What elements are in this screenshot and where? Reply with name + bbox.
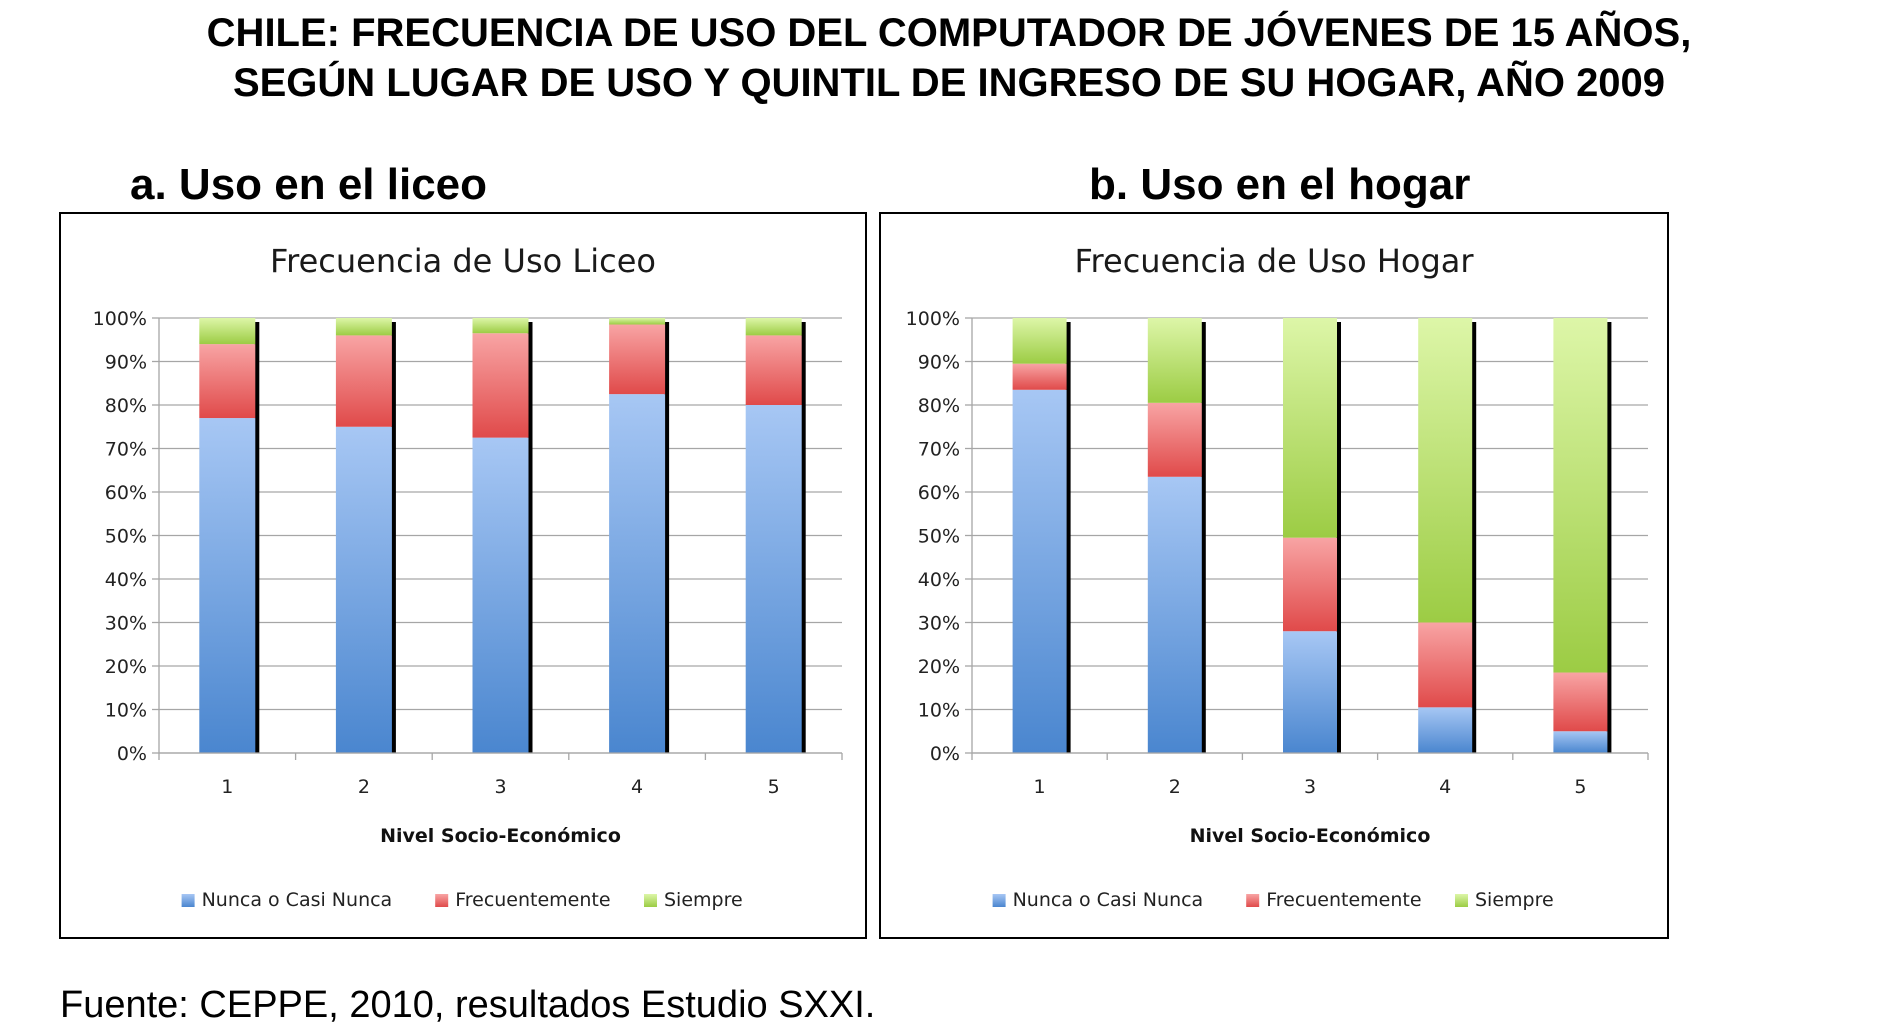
hogar-bar-shadow — [1065, 322, 1071, 753]
liceo-bar-siempre-1 — [199, 318, 256, 345]
hogar-y-tick-label: 50% — [918, 526, 960, 548]
chart-liceo: Frecuencia de Uso Liceo 0% 10% 20% 30% 40% 50%… — [93, 242, 843, 911]
hogar-y-tick-label: 90% — [918, 352, 960, 374]
liceo-y-tick-label: 10% — [105, 700, 147, 722]
hogar-y-tick-label: 70% — [918, 439, 960, 461]
hogar-bar-frecuentemente-2 — [1147, 402, 1202, 477]
hogar-legend-label-nunca: Nunca o Casi Nunca — [1013, 889, 1204, 911]
hogar-bar-nunca-5 — [1553, 731, 1608, 753]
panel-a-label: a. Uso en el liceo — [130, 160, 488, 209]
liceo-bar-siempre-2 — [335, 318, 392, 336]
hogar-legend-swatch-siempre — [1455, 894, 1468, 907]
hogar-x-tick-label: 3 — [1304, 776, 1316, 798]
hogar-y-tick-label: 30% — [918, 613, 960, 635]
liceo-bar-shadow — [800, 322, 806, 753]
hogar-bar-shadow — [1336, 322, 1341, 753]
hogar-bar-siempre-3 — [1283, 318, 1337, 538]
liceo-legend-swatch-nunca — [181, 894, 195, 907]
hogar-bar-nunca-1 — [1012, 389, 1067, 753]
liceo-y-tick-label: 20% — [105, 656, 147, 678]
chart-liceo-frame: Frecuencia de Uso Liceo 0% 10% 20% 30% 40% 50%… — [59, 212, 867, 939]
liceo-bar-siempre-3 — [472, 318, 529, 334]
hogar-bar-siempre-1 — [1012, 318, 1067, 364]
liceo-y-tick-label: 90% — [105, 352, 147, 374]
hogar-bar-frecuentemente-1 — [1012, 363, 1067, 390]
liceo-legend-label-frecuentemente: Frecuentemente — [455, 889, 610, 911]
hogar-x-tick-label: 1 — [1034, 776, 1046, 798]
liceo-bar-frecuentemente-4 — [609, 324, 666, 395]
hogar-x-tick-label: 2 — [1169, 776, 1181, 798]
liceo-bar-frecuentemente-5 — [745, 335, 802, 405]
page-title: CHILE: FRECUENCIA DE USO DEL COMPUTADOR … — [0, 8, 1898, 108]
liceo-bar-shadow — [664, 322, 670, 753]
liceo-bar-nunca-3 — [472, 437, 529, 753]
hogar-bar-siempre-4 — [1418, 318, 1473, 623]
hogar-bar-nunca-4 — [1418, 707, 1473, 753]
liceo-x-tick-label: 4 — [631, 776, 643, 798]
liceo-bar-frecuentemente-2 — [335, 335, 392, 427]
hogar-y-tick-label: 10% — [918, 700, 960, 722]
hogar-bar-nunca-3 — [1283, 631, 1337, 753]
liceo-y-tick-label: 60% — [105, 482, 147, 504]
hogar-bar-frecuentemente-5 — [1553, 672, 1608, 732]
hogar-y-tick-label: 40% — [918, 569, 960, 591]
hogar-bar-frecuentemente-4 — [1418, 622, 1473, 708]
liceo-y-tick-label: 100% — [93, 308, 147, 330]
hogar-legend-label-siempre: Siempre — [1475, 889, 1554, 911]
hogar-y-tick-label: 100% — [906, 308, 960, 330]
liceo-bar-nunca-1 — [199, 418, 256, 753]
hogar-bar-siempre-5 — [1553, 318, 1608, 673]
hogar-legend-label-frecuentemente: Frecuentemente — [1266, 889, 1421, 911]
chart-hogar-frame: Frecuencia de Uso Hogar 0% 10% 20% 30% 40% 50%… — [879, 212, 1669, 939]
liceo-bar-nunca-4 — [609, 394, 666, 753]
liceo-y-tick-label: 40% — [105, 569, 147, 591]
hogar-legend-swatch-frecuentemente — [1246, 894, 1260, 907]
hogar-y-tick-label: 80% — [918, 395, 960, 417]
hogar-chart-title: Frecuencia de Uso Hogar — [1074, 242, 1474, 280]
liceo-legend-label-siempre: Siempre — [664, 889, 743, 911]
hogar-x-axis-label: Nivel Socio-Económico — [1190, 825, 1431, 847]
chart-hogar: Frecuencia de Uso Hogar 0% 10% 20% 30% 40% 50%… — [906, 242, 1649, 911]
page-title-line-1: CHILE: FRECUENCIA DE USO DEL COMPUTADOR … — [206, 11, 1692, 55]
hogar-bar-shadow — [1471, 322, 1477, 753]
hogar-bar-siempre-2 — [1147, 318, 1202, 403]
liceo-bar-frecuentemente-1 — [199, 344, 256, 419]
liceo-y-tick-label: 70% — [105, 439, 147, 461]
hogar-y-tick-label: 0% — [930, 743, 960, 765]
hogar-y-tick-label: 60% — [918, 482, 960, 504]
liceo-bar-nunca-5 — [745, 405, 802, 753]
source-note: Fuente: CEPPE, 2010, resultados Estudio … — [60, 984, 876, 1026]
panel-b-label: b. Uso en el hogar — [1089, 160, 1471, 209]
liceo-y-tick-label: 0% — [117, 743, 147, 765]
liceo-bar-frecuentemente-3 — [472, 333, 529, 438]
liceo-x-tick-label: 1 — [221, 776, 233, 798]
liceo-legend-label-nunca: Nunca o Casi Nunca — [202, 889, 393, 911]
liceo-x-tick-label: 2 — [358, 776, 370, 798]
hogar-legend-swatch-nunca — [992, 894, 1006, 907]
liceo-bar-shadow — [254, 322, 260, 753]
hogar-x-tick-label: 5 — [1574, 776, 1586, 798]
liceo-bar-siempre-5 — [745, 318, 802, 336]
liceo-y-tick-label: 50% — [105, 526, 147, 548]
liceo-y-tick-label: 30% — [105, 613, 147, 635]
liceo-x-tick-label: 5 — [768, 776, 780, 798]
liceo-chart-title: Frecuencia de Uso Liceo — [270, 242, 656, 280]
liceo-legend-swatch-siempre — [644, 894, 657, 907]
hogar-bar-shadow — [1200, 322, 1206, 753]
liceo-bar-shadow — [390, 322, 396, 753]
liceo-bar-nunca-2 — [335, 426, 392, 753]
hogar-bar-shadow — [1606, 322, 1612, 753]
hogar-x-tick-label: 4 — [1439, 776, 1451, 798]
liceo-bar-shadow — [527, 322, 533, 753]
hogar-y-tick-label: 20% — [918, 656, 960, 678]
liceo-legend-swatch-frecuentemente — [435, 894, 449, 907]
liceo-x-tick-label: 3 — [494, 776, 506, 798]
liceo-bar-siempre-4 — [609, 318, 666, 325]
liceo-x-axis-label: Nivel Socio-Económico — [380, 825, 621, 847]
liceo-y-tick-label: 80% — [105, 395, 147, 417]
page-title-line-2: SEGÚN LUGAR DE USO Y QUINTIL DE INGRESO … — [232, 61, 1666, 105]
hogar-bar-frecuentemente-3 — [1283, 537, 1337, 632]
hogar-bar-nunca-2 — [1147, 476, 1202, 753]
